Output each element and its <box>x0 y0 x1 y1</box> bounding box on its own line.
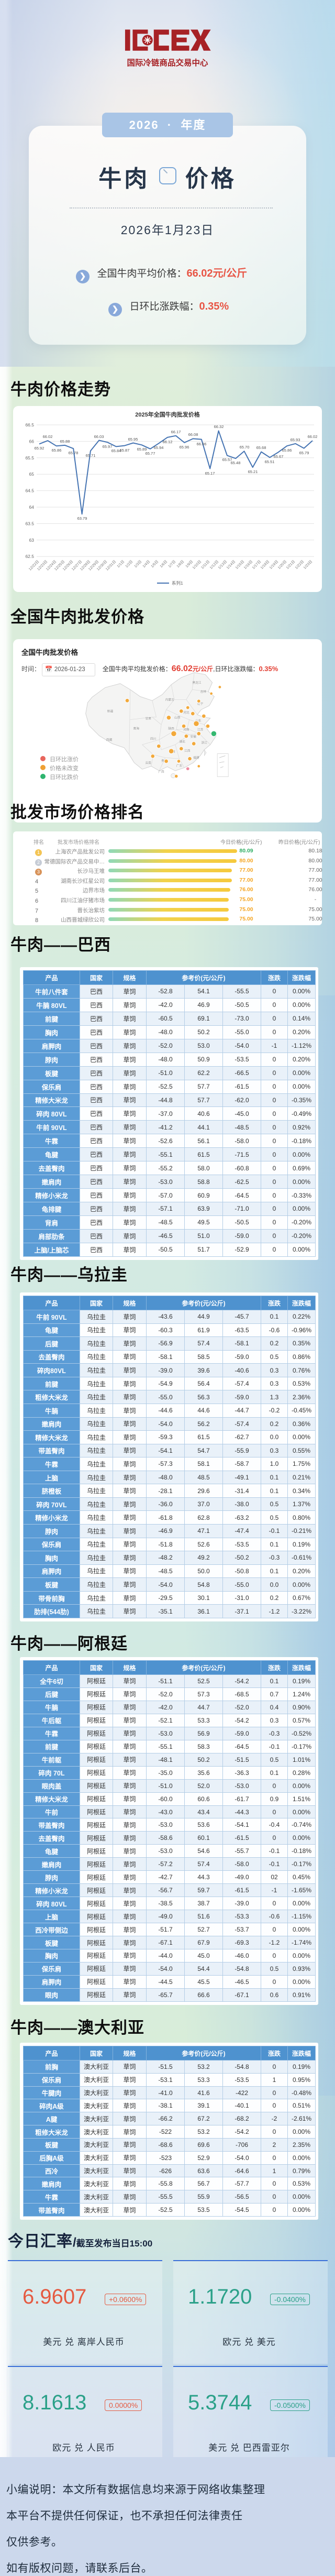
svg-text:1/22日: 1/22日 <box>294 560 305 570</box>
svg-text:66.12: 66.12 <box>163 440 173 444</box>
svg-text:65.95: 65.95 <box>128 437 138 442</box>
svg-text:1/10日: 1/10日 <box>192 560 202 570</box>
svg-text:浙江: 浙江 <box>202 741 208 745</box>
svg-text:65.96: 65.96 <box>180 445 189 450</box>
svg-text:江西: 江西 <box>184 749 191 753</box>
svg-text:辽宁: 辽宁 <box>197 701 204 706</box>
svg-text:65.97: 65.97 <box>103 444 113 449</box>
svg-text:1/14日: 1/14日 <box>226 560 236 570</box>
svg-text:福建: 福建 <box>193 755 199 760</box>
svg-text:山西: 山西 <box>174 716 181 720</box>
svg-text:吉林: 吉林 <box>200 689 207 694</box>
svg-text:65.17: 65.17 <box>205 471 215 476</box>
svg-text:65.67: 65.67 <box>274 454 284 459</box>
svg-text:65.68: 65.68 <box>256 445 266 450</box>
svg-text:66.03: 66.03 <box>94 434 104 439</box>
svg-text:65.88: 65.88 <box>60 439 70 444</box>
svg-text:65.84: 65.84 <box>111 448 121 453</box>
svg-text:新疆: 新疆 <box>107 709 114 713</box>
svg-text:青海: 青海 <box>133 727 140 731</box>
svg-text:广西: 广西 <box>158 770 164 774</box>
svg-text:66.08: 66.08 <box>188 432 198 437</box>
svg-text:1/8日: 1/8日 <box>176 560 185 568</box>
svg-text:65.93: 65.93 <box>291 437 300 442</box>
svg-text:65.70: 65.70 <box>240 445 250 450</box>
svg-text:66.02: 66.02 <box>43 434 53 439</box>
svg-text:65.87: 65.87 <box>120 448 130 453</box>
svg-text:63.79: 63.79 <box>77 516 87 521</box>
svg-text:65.78: 65.78 <box>69 451 79 455</box>
svg-text:河南: 河南 <box>183 728 189 732</box>
svg-text:云南: 云南 <box>145 761 151 765</box>
svg-text:63.5: 63.5 <box>25 521 34 526</box>
svg-text:65.21: 65.21 <box>248 469 258 474</box>
svg-text:1/17日: 1/17日 <box>251 560 262 570</box>
svg-text:山东: 山东 <box>195 718 202 722</box>
svg-text:66.17: 66.17 <box>171 430 181 434</box>
svg-text:2025年全国牛肉批发价格: 2025年全国牛肉批发价格 <box>135 411 200 418</box>
svg-text:四川: 四川 <box>150 737 157 741</box>
svg-text:西藏: 西藏 <box>106 738 113 742</box>
svg-text:65.51: 65.51 <box>265 459 275 464</box>
svg-text:65.48: 65.48 <box>231 461 241 465</box>
svg-text:1/23日: 1/23日 <box>303 560 313 570</box>
svg-text:1/15日: 1/15日 <box>234 560 245 570</box>
svg-text:65.92: 65.92 <box>35 446 44 451</box>
svg-text:1/12日: 1/12日 <box>209 560 219 570</box>
svg-text:65.57: 65.57 <box>222 457 232 462</box>
svg-text:65.94: 65.94 <box>154 445 164 450</box>
svg-text:广东: 广东 <box>176 763 183 768</box>
svg-text:1/11日: 1/11日 <box>200 560 211 570</box>
svg-text:65.77: 65.77 <box>146 451 155 456</box>
svg-text:1/5日: 1/5日 <box>150 560 159 568</box>
svg-text:1/7日: 1/7日 <box>168 560 176 568</box>
svg-text:陕西: 陕西 <box>168 727 174 731</box>
svg-text:66.06: 66.06 <box>197 442 207 446</box>
svg-text:66: 66 <box>29 439 35 444</box>
svg-text:内蒙古: 内蒙古 <box>165 697 174 701</box>
svg-text:1/18日: 1/18日 <box>260 560 270 570</box>
svg-text:甘肃: 甘肃 <box>145 717 151 721</box>
svg-text:62.5: 62.5 <box>25 554 34 559</box>
svg-text:1/3日: 1/3日 <box>133 560 142 568</box>
svg-text:1/2日: 1/2日 <box>125 560 133 568</box>
svg-text:河北: 河北 <box>183 710 189 715</box>
svg-text:66.32: 66.32 <box>214 424 224 429</box>
svg-text:65.86: 65.86 <box>282 448 292 453</box>
svg-text:1/6日: 1/6日 <box>159 560 168 568</box>
svg-text:65.89: 65.89 <box>137 447 147 452</box>
svg-text:1/19日: 1/19日 <box>269 560 279 570</box>
svg-text:65: 65 <box>29 472 35 477</box>
svg-text:1/1日: 1/1日 <box>116 560 125 568</box>
svg-text:64: 64 <box>29 505 35 510</box>
svg-text:黑龙江: 黑龙江 <box>192 681 201 685</box>
svg-text:64.5: 64.5 <box>25 488 34 494</box>
svg-text:1/21日: 1/21日 <box>285 560 296 570</box>
svg-text:1/20日: 1/20日 <box>277 560 287 570</box>
svg-text:66.5: 66.5 <box>25 422 34 427</box>
svg-text:1/4日: 1/4日 <box>142 560 151 568</box>
svg-text:湖北: 湖北 <box>179 740 185 744</box>
svg-text:安徽: 安徽 <box>191 735 197 739</box>
svg-text:66.02: 66.02 <box>308 434 318 439</box>
svg-text:65.86: 65.86 <box>52 448 62 453</box>
svg-text:江苏: 江苏 <box>197 728 204 732</box>
svg-text:65.79: 65.79 <box>299 451 309 455</box>
svg-text:系列1: 系列1 <box>172 580 183 586</box>
svg-text:65.5: 65.5 <box>25 455 34 461</box>
svg-text:63: 63 <box>29 538 35 543</box>
svg-text:1/16日: 1/16日 <box>243 560 253 570</box>
svg-text:65.71: 65.71 <box>86 453 96 458</box>
svg-text:1/13日: 1/13日 <box>217 560 228 570</box>
